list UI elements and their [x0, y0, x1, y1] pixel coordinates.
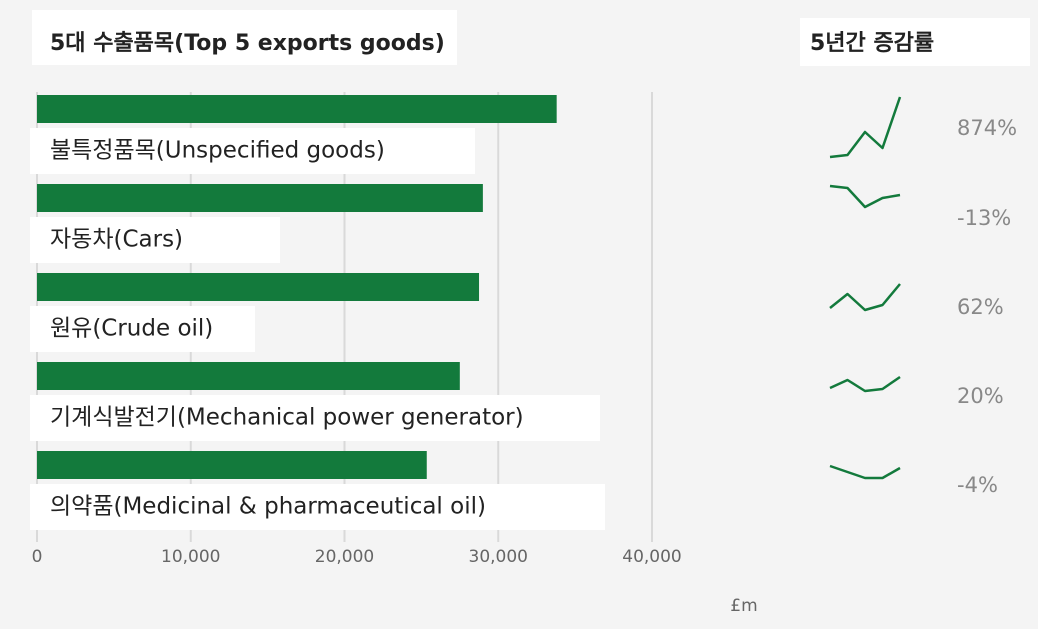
sparkline	[829, 375, 901, 393]
category-label: 불특정품목(Unspecified goods)	[50, 138, 385, 164]
x-tick-label: 30,000	[469, 547, 528, 567]
sparkline	[829, 184, 901, 209]
growth-label: 874%	[957, 116, 1017, 140]
bar	[37, 451, 427, 479]
category-label: 원유(Crude oil)	[50, 316, 213, 342]
sparkline	[829, 464, 901, 480]
label-box	[30, 306, 255, 352]
x-tick-label: 20,000	[315, 547, 374, 567]
label-box	[30, 395, 600, 441]
growth-label: 62%	[957, 295, 1004, 319]
growth-label: -4%	[957, 473, 998, 497]
x-tick-label: 0	[32, 547, 43, 567]
category-label: 자동차(Cars)	[50, 227, 183, 253]
growth-label: -13%	[957, 206, 1011, 230]
x-axis-label: £m	[730, 596, 757, 616]
category-label: 의약품(Medicinal & pharmaceutical oil)	[50, 494, 486, 520]
bar	[37, 273, 480, 301]
bar	[37, 184, 483, 212]
sparkline	[829, 96, 902, 159]
bar	[37, 95, 557, 123]
label-box	[30, 484, 605, 530]
growth-label: 20%	[957, 384, 1004, 408]
category-label: 기계식발전기(Mechanical power generator)	[50, 405, 524, 431]
title-box	[32, 10, 457, 65]
x-tick-label: 40,000	[622, 547, 681, 567]
label-box	[30, 217, 280, 263]
chart-title: 5대 수출품목(Top 5 exports goods)	[50, 31, 445, 56]
growth-title: 5년간 증감률	[810, 31, 934, 56]
growth-title-box	[800, 18, 1030, 66]
sparkline	[829, 283, 901, 312]
x-tick-label: 10,000	[161, 547, 220, 567]
label-box	[30, 128, 475, 174]
bar	[37, 362, 460, 390]
